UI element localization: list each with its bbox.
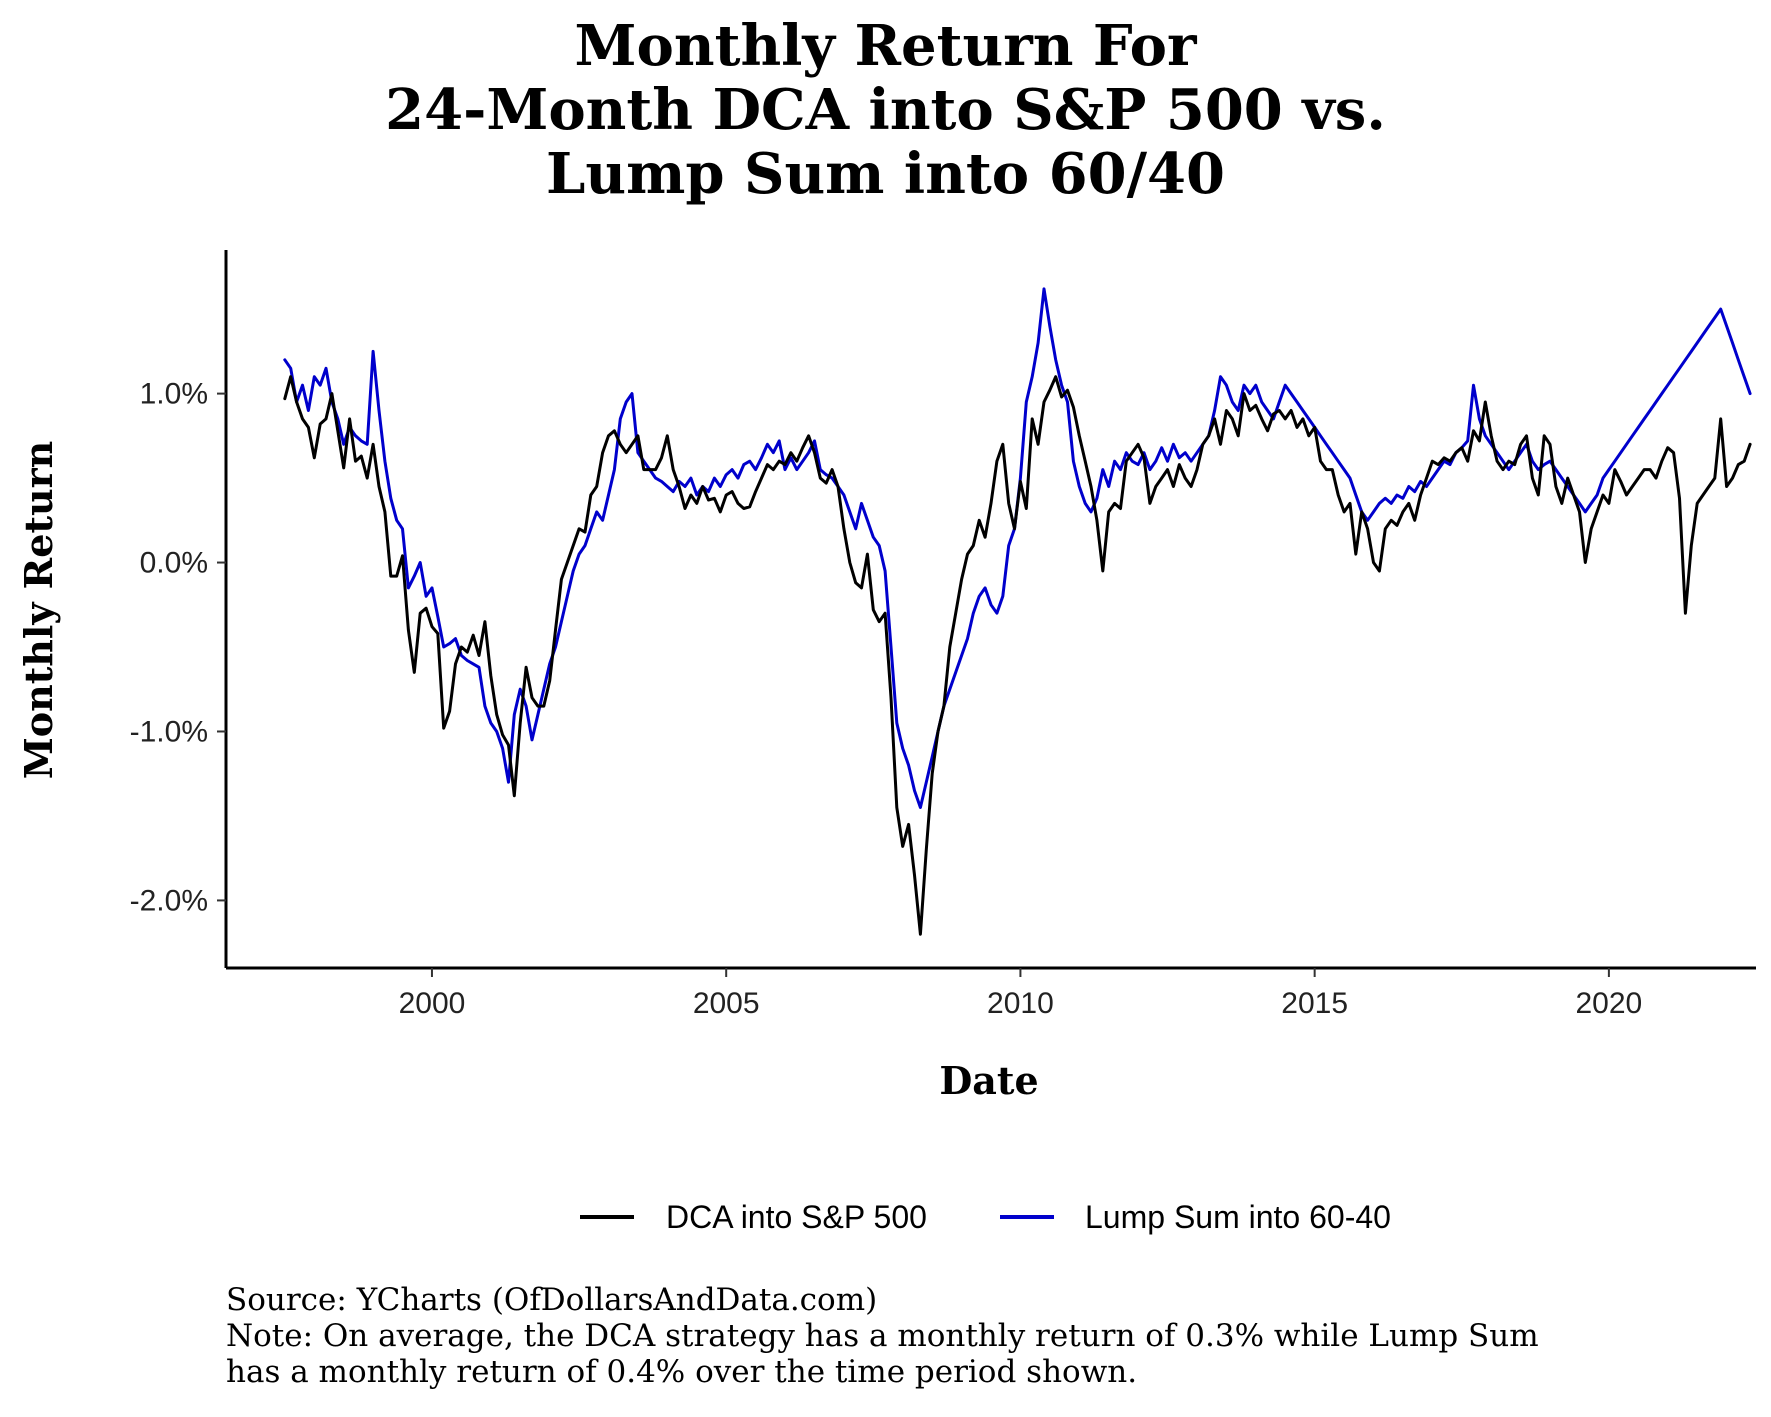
series-layer [283, 287, 1752, 936]
x-axis-title: Date [939, 1058, 1038, 1103]
series-line-lump-sum [283, 287, 1752, 809]
x-tick-label: 2000 [399, 987, 466, 1020]
chart-title: Monthly Return For 24-Month DCA into S&P… [0, 14, 1771, 206]
axes: -2.0% -1.0% 0.0% 1.0% 2000 2005 2010 2015 2020 [130, 250, 1756, 1020]
note-line-1: Note: On average, the DCA strategy has a… [226, 1318, 1539, 1354]
series-line-dca [283, 375, 1752, 936]
chart-title-line-2: 24-Month DCA into S&P 500 vs. [385, 77, 1386, 143]
x-tick-label: 2015 [1281, 987, 1348, 1020]
y-axis-title: Monthly Return [16, 441, 61, 780]
legend: DCA into S&P 500 Lump Sum into 60-40 [580, 1199, 1391, 1235]
x-tick-label: 2005 [693, 987, 760, 1020]
legend-item-dca-label: DCA into S&P 500 [666, 1199, 927, 1235]
y-tick-label: 1.0% [140, 378, 208, 411]
caption: Source: YCharts (OfDollarsAndData.com) N… [226, 1282, 1726, 1390]
x-tick-label: 2010 [987, 987, 1054, 1020]
y-tick-label: -2.0% [130, 884, 208, 917]
chart-title-line-3: Lump Sum into 60/40 [546, 141, 1225, 207]
note-line-2: has a monthly return of 0.4% over the ti… [226, 1354, 1138, 1390]
chart-title-line-1: Monthly Return For [574, 13, 1197, 79]
legend-item-lump-sum-label: Lump Sum into 60-40 [1085, 1199, 1391, 1235]
y-tick-label: -1.0% [130, 715, 208, 748]
y-tick-label: 0.0% [140, 547, 208, 580]
x-tick-label: 2020 [1576, 987, 1643, 1020]
source-text: Source: YCharts (OfDollarsAndData.com) [226, 1282, 878, 1318]
